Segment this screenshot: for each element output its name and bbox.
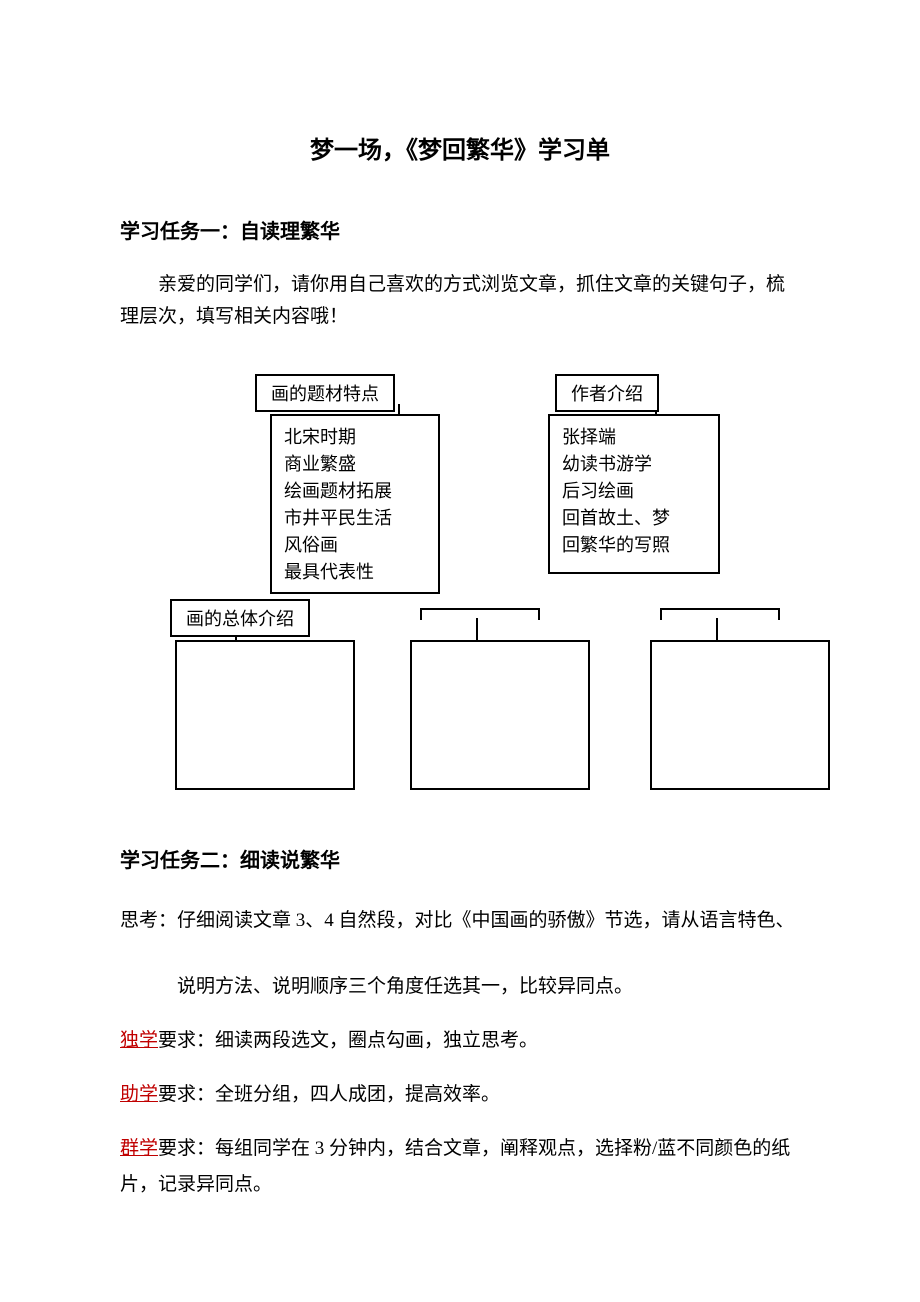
qunxue-label: 群学	[120, 1138, 158, 1159]
diagram-box2-line: 回首故土、梦	[562, 505, 706, 532]
diagram-box1-header: 画的题材特点	[255, 374, 395, 412]
diagram-box2-header: 作者介绍	[555, 374, 659, 412]
diagram-box2-line: 张择端	[562, 424, 706, 451]
diagram-box3-header: 画的总体介绍	[170, 599, 310, 637]
diagram-box1-line: 风俗画	[284, 532, 426, 559]
diagram-box1-line: 商业繁盛	[284, 451, 426, 478]
diagram-box2-content: 张择端 幼读书游学 后习绘画 回首故土、梦 回繁华的写照	[548, 414, 720, 574]
task2-zhuxue: 助学要求：全班分组，四人成团，提高效率。	[120, 1077, 800, 1113]
task1-header: 学习任务一：自读理繁华	[120, 215, 800, 244]
duxue-text: 要求：细读两段选文，圈点勾画，独立思考。	[158, 1030, 538, 1051]
diagram-box1-line: 最具代表性	[284, 559, 426, 586]
zhuxue-text: 要求：全班分组，四人成团，提高效率。	[158, 1084, 500, 1105]
diagram-box2-line: 幼读书游学	[562, 451, 706, 478]
duxue-label: 独学	[120, 1030, 158, 1051]
diagram-box1-line: 市井平民生活	[284, 505, 426, 532]
diagram-empty-box-1	[175, 640, 355, 790]
task2-think: 思考：仔细阅读文章 3、4 自然段，对比《中国画的骄傲》节选，请从语言特色、	[120, 903, 800, 939]
task1-intro: 亲爱的同学们，请你用自己喜欢的方式浏览文章，抓住文章的关键句子，梳理层次，填写相…	[120, 269, 800, 334]
diagram: 画的题材特点 北宋时期 商业繁盛 绘画题材拓展 市井平民生活 风俗画 最具代表性…	[140, 374, 840, 794]
diagram-empty-box-2	[410, 640, 590, 790]
qunxue-text: 要求：每组同学在 3 分钟内，结合文章，阐释观点，选择粉/蓝不同颜色的纸片，记录…	[120, 1138, 790, 1195]
zhuxue-label: 助学	[120, 1084, 158, 1105]
task2-methods: 说明方法、说明顺序三个角度任选其一，比较异同点。	[120, 969, 800, 1005]
task2-duxue: 独学要求：细读两段选文，圈点勾画，独立思考。	[120, 1023, 800, 1059]
diagram-box1-content: 北宋时期 商业繁盛 绘画题材拓展 市井平民生活 风俗画 最具代表性	[270, 414, 440, 594]
task2-qunxue: 群学要求：每组同学在 3 分钟内，结合文章，阐释观点，选择粉/蓝不同颜色的纸片，…	[120, 1131, 800, 1203]
diagram-box2-line: 后习绘画	[562, 478, 706, 505]
task2-header: 学习任务二：细读说繁华	[120, 844, 800, 873]
diagram-box1-line: 北宋时期	[284, 424, 426, 451]
diagram-empty-box-3	[650, 640, 830, 790]
diagram-box2-line: 回繁华的写照	[562, 532, 706, 559]
diagram-box1-line: 绘画题材拓展	[284, 478, 426, 505]
document-title: 梦一场，《梦回繁华》学习单	[120, 130, 800, 165]
